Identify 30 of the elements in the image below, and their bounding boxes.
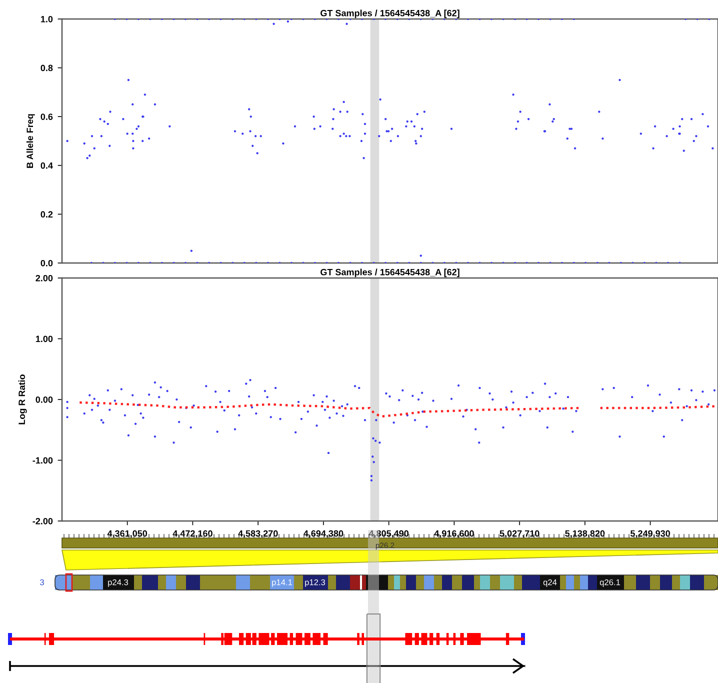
y-tick-label: 0.0: [40, 260, 53, 266]
y-tick-label: 0.6: [40, 114, 53, 120]
chart-title: GT Samples / 1564545438_A [62]: [320, 268, 460, 278]
x-tick-label: 4,361,050: [107, 530, 148, 538]
x-tick-label: 5,249,930: [630, 530, 670, 538]
y-axis-title: B Allele Freq: [26, 114, 35, 168]
chart-title: GT Samples / 1564545438_A [62]: [320, 10, 460, 18]
x-tick-label: 4,472,160: [172, 530, 212, 538]
y-tick-label: 0.2: [40, 211, 53, 218]
y-tick-label: 1.0: [40, 16, 53, 22]
x-tick-label: 4,694,380: [304, 530, 344, 538]
text: p14.1: [272, 579, 292, 587]
text: p24.3: [108, 579, 128, 587]
y-tick-label: -1.00: [32, 457, 53, 464]
y-tick-label: 1.00: [36, 336, 53, 342]
x-tick-label: 4,583,270: [238, 530, 278, 538]
y-tick-label: 0.00: [36, 396, 53, 403]
y-tick-label: 0.4: [40, 162, 53, 169]
y-axis-title: Log R Ratio: [18, 374, 27, 424]
y-tick-label: -2.00: [32, 518, 53, 524]
y-tick-label: 2.00: [36, 274, 53, 282]
text: 3: [40, 579, 44, 586]
y-tick-label: 0.8: [40, 64, 53, 72]
x-tick-label: 4,916,600: [434, 530, 474, 538]
text: q26.1: [600, 579, 620, 587]
text: q24: [543, 579, 557, 587]
x-tick-label: 5,027,710: [500, 530, 540, 538]
text: p12.3: [305, 579, 326, 587]
x-tick-label: 5,138,820: [565, 530, 605, 538]
x-tick-label: 4,805,490: [368, 530, 409, 538]
